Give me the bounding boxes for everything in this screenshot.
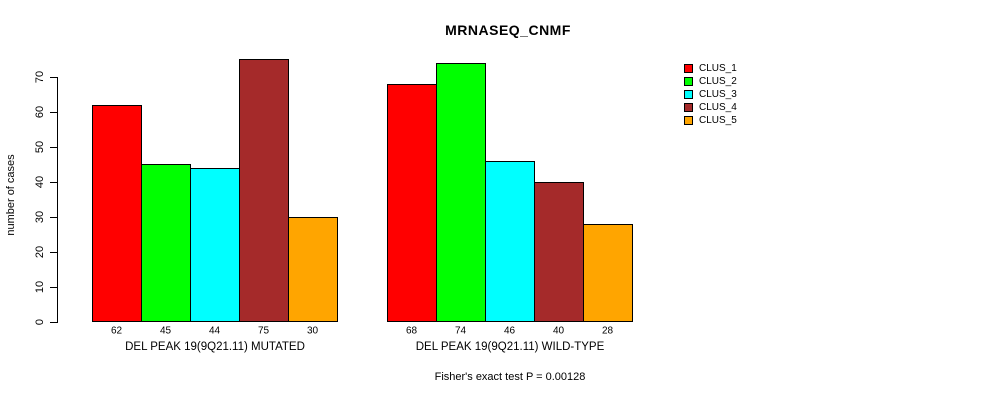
legend-swatch-icon [684, 116, 693, 125]
bar-clus_4 [534, 182, 584, 322]
legend-swatch-icon [684, 77, 693, 86]
legend-item-clus_5: CLUS_5 [684, 114, 737, 127]
legend-label: CLUS_5 [699, 115, 737, 126]
y-tick-mark [50, 252, 57, 253]
bar-value-label: 45 [159, 325, 172, 337]
y-tick-mark [50, 217, 57, 218]
legend-label: CLUS_4 [699, 102, 737, 113]
bar-clus_5 [288, 217, 338, 322]
y-tick-mark [50, 147, 57, 148]
bar-clus_1 [387, 84, 437, 322]
y-tick-label: 20 [34, 245, 46, 259]
y-tick-label: 10 [34, 280, 46, 294]
bar-value-label: 62 [110, 325, 123, 337]
bar-value-label: 46 [503, 325, 516, 337]
bar-clus_3 [485, 161, 535, 322]
y-tick-mark [50, 322, 57, 323]
legend-item-clus_2: CLUS_2 [684, 75, 737, 88]
bar-value-label: 40 [552, 325, 565, 337]
y-tick-mark [50, 287, 57, 288]
y-tick-label: 0 [34, 318, 46, 326]
bar-clus_5 [583, 224, 633, 322]
y-tick-mark [50, 112, 57, 113]
y-tick-mark [50, 77, 57, 78]
bar-clus_2 [436, 63, 486, 322]
legend-swatch-icon [684, 90, 693, 99]
legend-swatch-icon [684, 64, 693, 73]
legend-label: CLUS_1 [699, 63, 737, 74]
legend-item-clus_1: CLUS_1 [684, 62, 737, 75]
legend-item-clus_3: CLUS_3 [684, 88, 737, 101]
legend-label: CLUS_3 [699, 89, 737, 100]
bar-value-label: 75 [257, 325, 270, 337]
y-axis-line [57, 77, 58, 323]
legend: CLUS_1 CLUS_2 CLUS_3 CLUS_4 CLUS_5 [684, 62, 737, 127]
bar-clus_3 [190, 168, 240, 322]
y-tick-label: 60 [34, 105, 46, 119]
x-group-label: DEL PEAK 19(9Q21.11) MUTATED [125, 341, 305, 353]
bar-clus_4 [239, 59, 289, 322]
y-tick-mark [50, 182, 57, 183]
x-group-label: DEL PEAK 19(9Q21.11) WILD-TYPE [415, 341, 605, 353]
bar-clus_2 [141, 164, 191, 322]
bar-value-label: 68 [405, 325, 418, 337]
y-tick-label: 30 [34, 210, 46, 224]
chart-title: MRNASEQ_CNMF [445, 22, 571, 38]
bar-value-label: 30 [306, 325, 319, 337]
y-tick-label: 70 [34, 70, 46, 84]
y-tick-label: 50 [34, 140, 46, 154]
legend-item-clus_4: CLUS_4 [684, 101, 737, 114]
y-tick-label: 40 [34, 175, 46, 189]
legend-label: CLUS_2 [699, 76, 737, 87]
bar-value-label: 74 [454, 325, 467, 337]
bar-clus_1 [92, 105, 142, 322]
footnote-fishers-test: Fisher's exact test P = 0.00128 [434, 371, 586, 383]
bar-value-label: 28 [601, 325, 614, 337]
bar-value-label: 44 [208, 325, 221, 337]
legend-swatch-icon [684, 103, 693, 112]
